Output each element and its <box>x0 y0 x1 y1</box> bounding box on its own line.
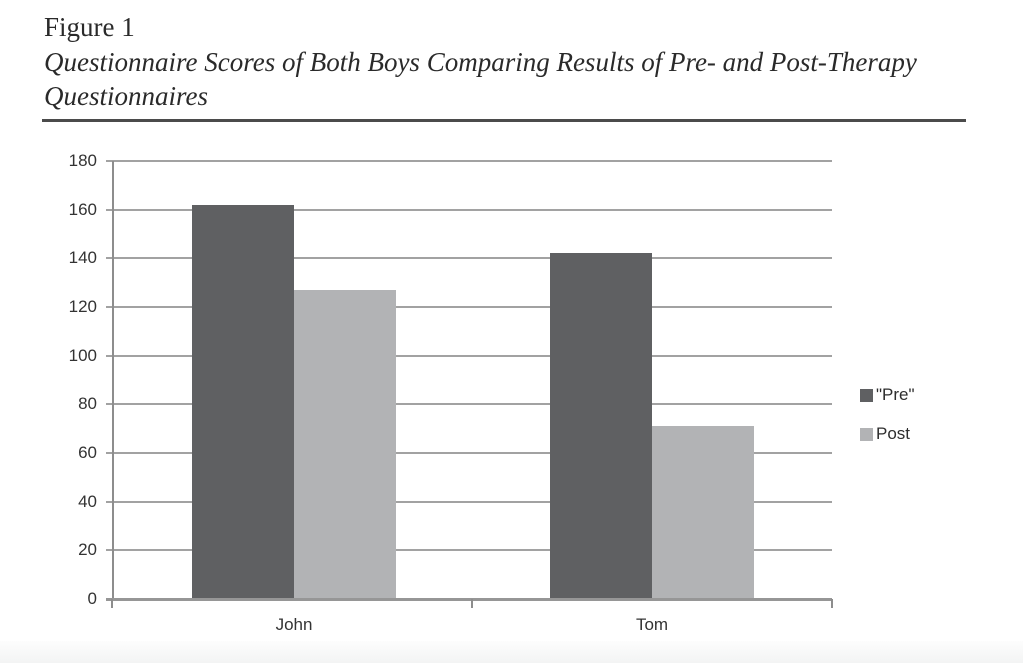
y-tick-label: 40 <box>78 491 97 511</box>
bar-tom-post <box>652 426 754 599</box>
x-axis-tick-0 <box>111 599 113 608</box>
gridline-20 <box>106 549 832 552</box>
y-tick-label: 140 <box>68 248 97 268</box>
gridline-160 <box>106 208 832 211</box>
figure-label: Figure 1 <box>44 12 135 42</box>
x-axis-tick-2 <box>831 599 833 608</box>
y-tick-label: 180 <box>68 151 97 170</box>
page-bottom-band <box>0 641 1023 663</box>
x-category-label: John <box>275 615 313 634</box>
y-axis-line <box>112 161 114 601</box>
x-category-label: Tom <box>635 615 669 634</box>
y-tick-label: 0 <box>87 589 97 608</box>
legend-item-pre: "Pre" <box>860 385 915 405</box>
bar-john-post <box>294 290 396 599</box>
y-tick-label: 20 <box>78 540 97 560</box>
x-axis-line <box>106 598 832 601</box>
legend-swatch-post <box>860 427 873 441</box>
figure-caption-line-2: Questionnaires <box>44 81 208 111</box>
y-tick-label: 120 <box>68 297 97 316</box>
gridline-180 <box>106 160 832 162</box>
header-rule <box>42 119 966 122</box>
gridline-100 <box>106 354 832 357</box>
gridline-120 <box>106 306 832 308</box>
figure-header: Figure 1 Questionnaire Scores of Both Bo… <box>44 10 917 113</box>
legend-swatch-pre <box>860 388 873 402</box>
gridline-80 <box>106 403 832 406</box>
bar-tom-pre <box>550 253 652 599</box>
legend-item-post: Post <box>860 424 910 444</box>
y-tick-label: 100 <box>68 345 97 365</box>
y-tick-label: 60 <box>78 443 97 462</box>
x-axis-tick-1 <box>471 599 473 608</box>
gridline-60 <box>106 452 832 454</box>
legend-label-post: Post <box>876 424 911 443</box>
bar-john-pre <box>192 205 294 599</box>
figure-caption-line-1: Questionnaire Scores of Both Boys Compar… <box>44 47 917 77</box>
y-tick-label: 160 <box>68 199 97 219</box>
y-tick-label: 80 <box>78 394 97 414</box>
gridline-40 <box>106 500 832 503</box>
gridline-140 <box>106 257 832 260</box>
legend-label-pre: "Pre" <box>876 385 915 404</box>
